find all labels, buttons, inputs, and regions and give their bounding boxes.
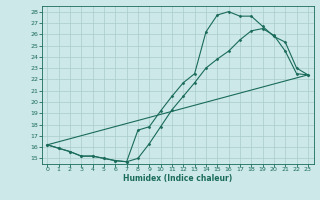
X-axis label: Humidex (Indice chaleur): Humidex (Indice chaleur) [123, 174, 232, 183]
